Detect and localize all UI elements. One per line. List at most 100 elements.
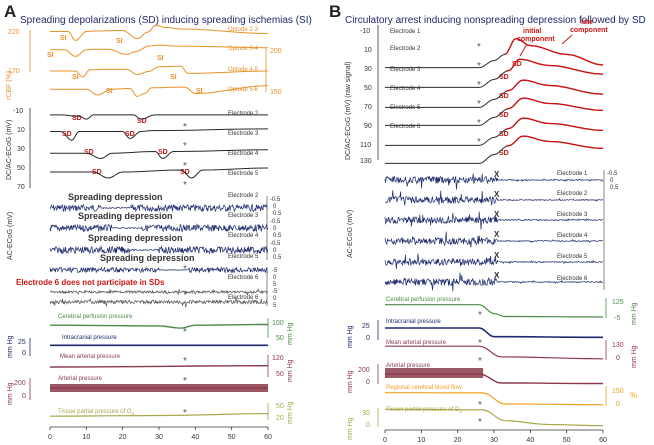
b-dc-tick-1: -10 xyxy=(360,28,370,35)
ac-tick-a1: -0.5 xyxy=(270,197,281,203)
si-label-1: SI xyxy=(60,35,67,42)
a-pto2-label: Tissue partial pressure of O2 xyxy=(58,409,134,416)
b-right-tick-6: 0 xyxy=(616,401,620,408)
a-trace-optode-5-6 xyxy=(50,85,269,97)
b-dc-electrode-label-4: Electrode 4 xyxy=(390,86,421,92)
b-ac-trace-electrode-2 xyxy=(384,190,604,206)
panel-b-dc-axis-label: DC/AC-ECoG (mV) (raw signal) xyxy=(345,62,352,160)
sd-label-a1: SD xyxy=(72,115,82,122)
sd-label-a3: SD xyxy=(62,131,72,138)
rcbf-axis-label: rCBF (%) xyxy=(6,71,13,100)
b-ac-electrode-label-5: Electrode 5 xyxy=(557,254,588,260)
a-right-tick-5: 50 xyxy=(276,403,284,410)
spreading-depression-2: Spreading depression xyxy=(78,211,173,221)
a-right-tick-2: 50 xyxy=(276,335,284,342)
sd-label-a2: SD xyxy=(137,118,147,125)
b-sd-segment-dc-electrode-1 xyxy=(504,37,604,66)
b-ac-tick-2: 0 xyxy=(610,178,614,184)
star-b9: * xyxy=(478,356,482,367)
x-mark-3: X xyxy=(494,210,500,219)
sd-label-b6: SD xyxy=(499,150,509,157)
ac-electrode-label-6b: Electrode 6 xyxy=(228,295,259,301)
ac-tick-a7: -0.5 xyxy=(270,241,281,247)
star-a6: * xyxy=(183,327,187,338)
b-mmhg-left-1: mm Hg xyxy=(347,325,354,348)
ac-tick-a2: 0 xyxy=(273,204,277,210)
ac-tick-a6: 0.5 xyxy=(273,233,282,239)
ac-tick-a15: 5 xyxy=(273,303,277,309)
panel-a-letter: A xyxy=(4,2,16,21)
a-x-tick-label-5: 50 xyxy=(228,434,236,441)
panel-a-dc-axis-label: DC/AC-ECoG (mV) xyxy=(6,120,13,180)
b-ac-tick-1: -0.5 xyxy=(607,171,618,177)
b-ac-tick-3: 0.5 xyxy=(610,185,619,191)
ac-tick-a11: 0 xyxy=(273,275,277,281)
b-trace-dc-electrode-6 xyxy=(385,135,604,164)
star-b7: * xyxy=(478,310,482,321)
a-x-tick-group: 0 10 20 30 40 50 60 xyxy=(48,427,272,441)
b-mmhg-right-2: mm Hg xyxy=(631,345,638,368)
a-map-label: Mean arterial pressure xyxy=(60,354,121,360)
a-mmhg-right-3: mm Hg xyxy=(287,401,294,424)
dc-electrode-label-4: Electrode 4 xyxy=(228,151,259,157)
b-dc-electrode-label-5: Electrode 5 xyxy=(390,105,421,111)
b-right-tick-4: 0 xyxy=(616,355,620,362)
a-x-tick-label-4: 40 xyxy=(191,434,199,441)
b-right-tick-3: 130 xyxy=(612,342,624,349)
b-ap-label: Arterial pressure xyxy=(386,363,431,369)
a-right-tick-3: 120 xyxy=(272,355,284,362)
si-label-2: SI xyxy=(116,38,123,45)
b-x-tick-label-3: 30 xyxy=(490,437,498,444)
dc-tick-2: 10 xyxy=(17,127,25,134)
x-mark-2: X xyxy=(494,190,500,199)
sd-label-b2: SD xyxy=(499,74,509,81)
dc-electrode-label-3: Electrode 3 xyxy=(228,131,259,137)
b-pto2-label: Tissue partial pressure of O2 xyxy=(386,407,462,414)
a-ac-trace-electrode-2 xyxy=(49,203,268,213)
optode-label-4: Optode 5-6 xyxy=(228,87,259,93)
star-b5: * xyxy=(477,118,481,129)
b-ac-trace-electrode-4 xyxy=(384,231,603,248)
a-ac-trace-electrode-6b xyxy=(49,297,268,309)
b-ac-trace-electrode-6 xyxy=(384,272,604,292)
sd-label-a6: SD xyxy=(158,149,168,156)
a-right-tick-1: 100 xyxy=(272,320,284,327)
electrode6-note: Electrode 6 does not participate in SDs xyxy=(16,278,165,287)
b-x-tick-label-5: 50 xyxy=(563,437,571,444)
a-pto2-sub: 2 xyxy=(131,411,134,416)
a-x-tick-label-6: 60 xyxy=(264,434,272,441)
b-sd-segment-dc-electrode-2 xyxy=(505,58,604,75)
spreading-depression-1: Spreading depression xyxy=(68,192,163,202)
a-icp-label: Intracranial pressure xyxy=(62,335,117,341)
b-trace-dc-electrode-5 xyxy=(385,117,604,146)
sd-label-a5: SD xyxy=(84,149,94,156)
b-ac-electrode-label-1: Electrode 1 xyxy=(557,171,588,177)
b-dc-electrode-label-6: Electrode 6 xyxy=(390,124,421,130)
x-mark-5: X xyxy=(494,251,500,260)
b-right-tick-2: -5 xyxy=(614,315,620,322)
b-dc-tick-4: 50 xyxy=(364,85,372,92)
dc-tick-1: -10 xyxy=(13,108,23,115)
a-ap-label: Arterial pressure xyxy=(58,376,103,382)
b-dc-tick-8: 130 xyxy=(360,158,372,165)
b-dc-electrode-label-1: Electrode 1 xyxy=(390,29,421,35)
b-left-tick-1: 25 xyxy=(362,323,370,330)
initial-component-line1: initial xyxy=(523,28,541,35)
panel-b: B Circulatory arrest inducing nonspreadi… xyxy=(329,2,646,444)
b-x-tick-label-1: 10 xyxy=(417,437,425,444)
x-mark-1: X xyxy=(494,170,500,179)
b-right-tick-5: 150 xyxy=(612,388,624,395)
a-trace-cerebral-perfusion-pressure xyxy=(50,323,268,329)
b-rcbf-label: Regional cerebral blood flow xyxy=(386,385,462,391)
b-dc-tick-2: 10 xyxy=(364,47,372,54)
b-trace-mean-arterial-pressure xyxy=(385,345,604,360)
star-b3: * xyxy=(477,80,481,91)
star-b8: * xyxy=(478,338,482,349)
sd-label-b4: SD xyxy=(499,112,509,119)
si-label-5: SI xyxy=(72,74,79,81)
b-trace-dc-electrode-4 xyxy=(385,97,604,126)
sd-label-b1: SD xyxy=(512,61,522,68)
b-trace-cerebral-perfusion-pressure xyxy=(385,304,604,318)
b-mmhg-left-3: mm Hg xyxy=(347,417,354,440)
